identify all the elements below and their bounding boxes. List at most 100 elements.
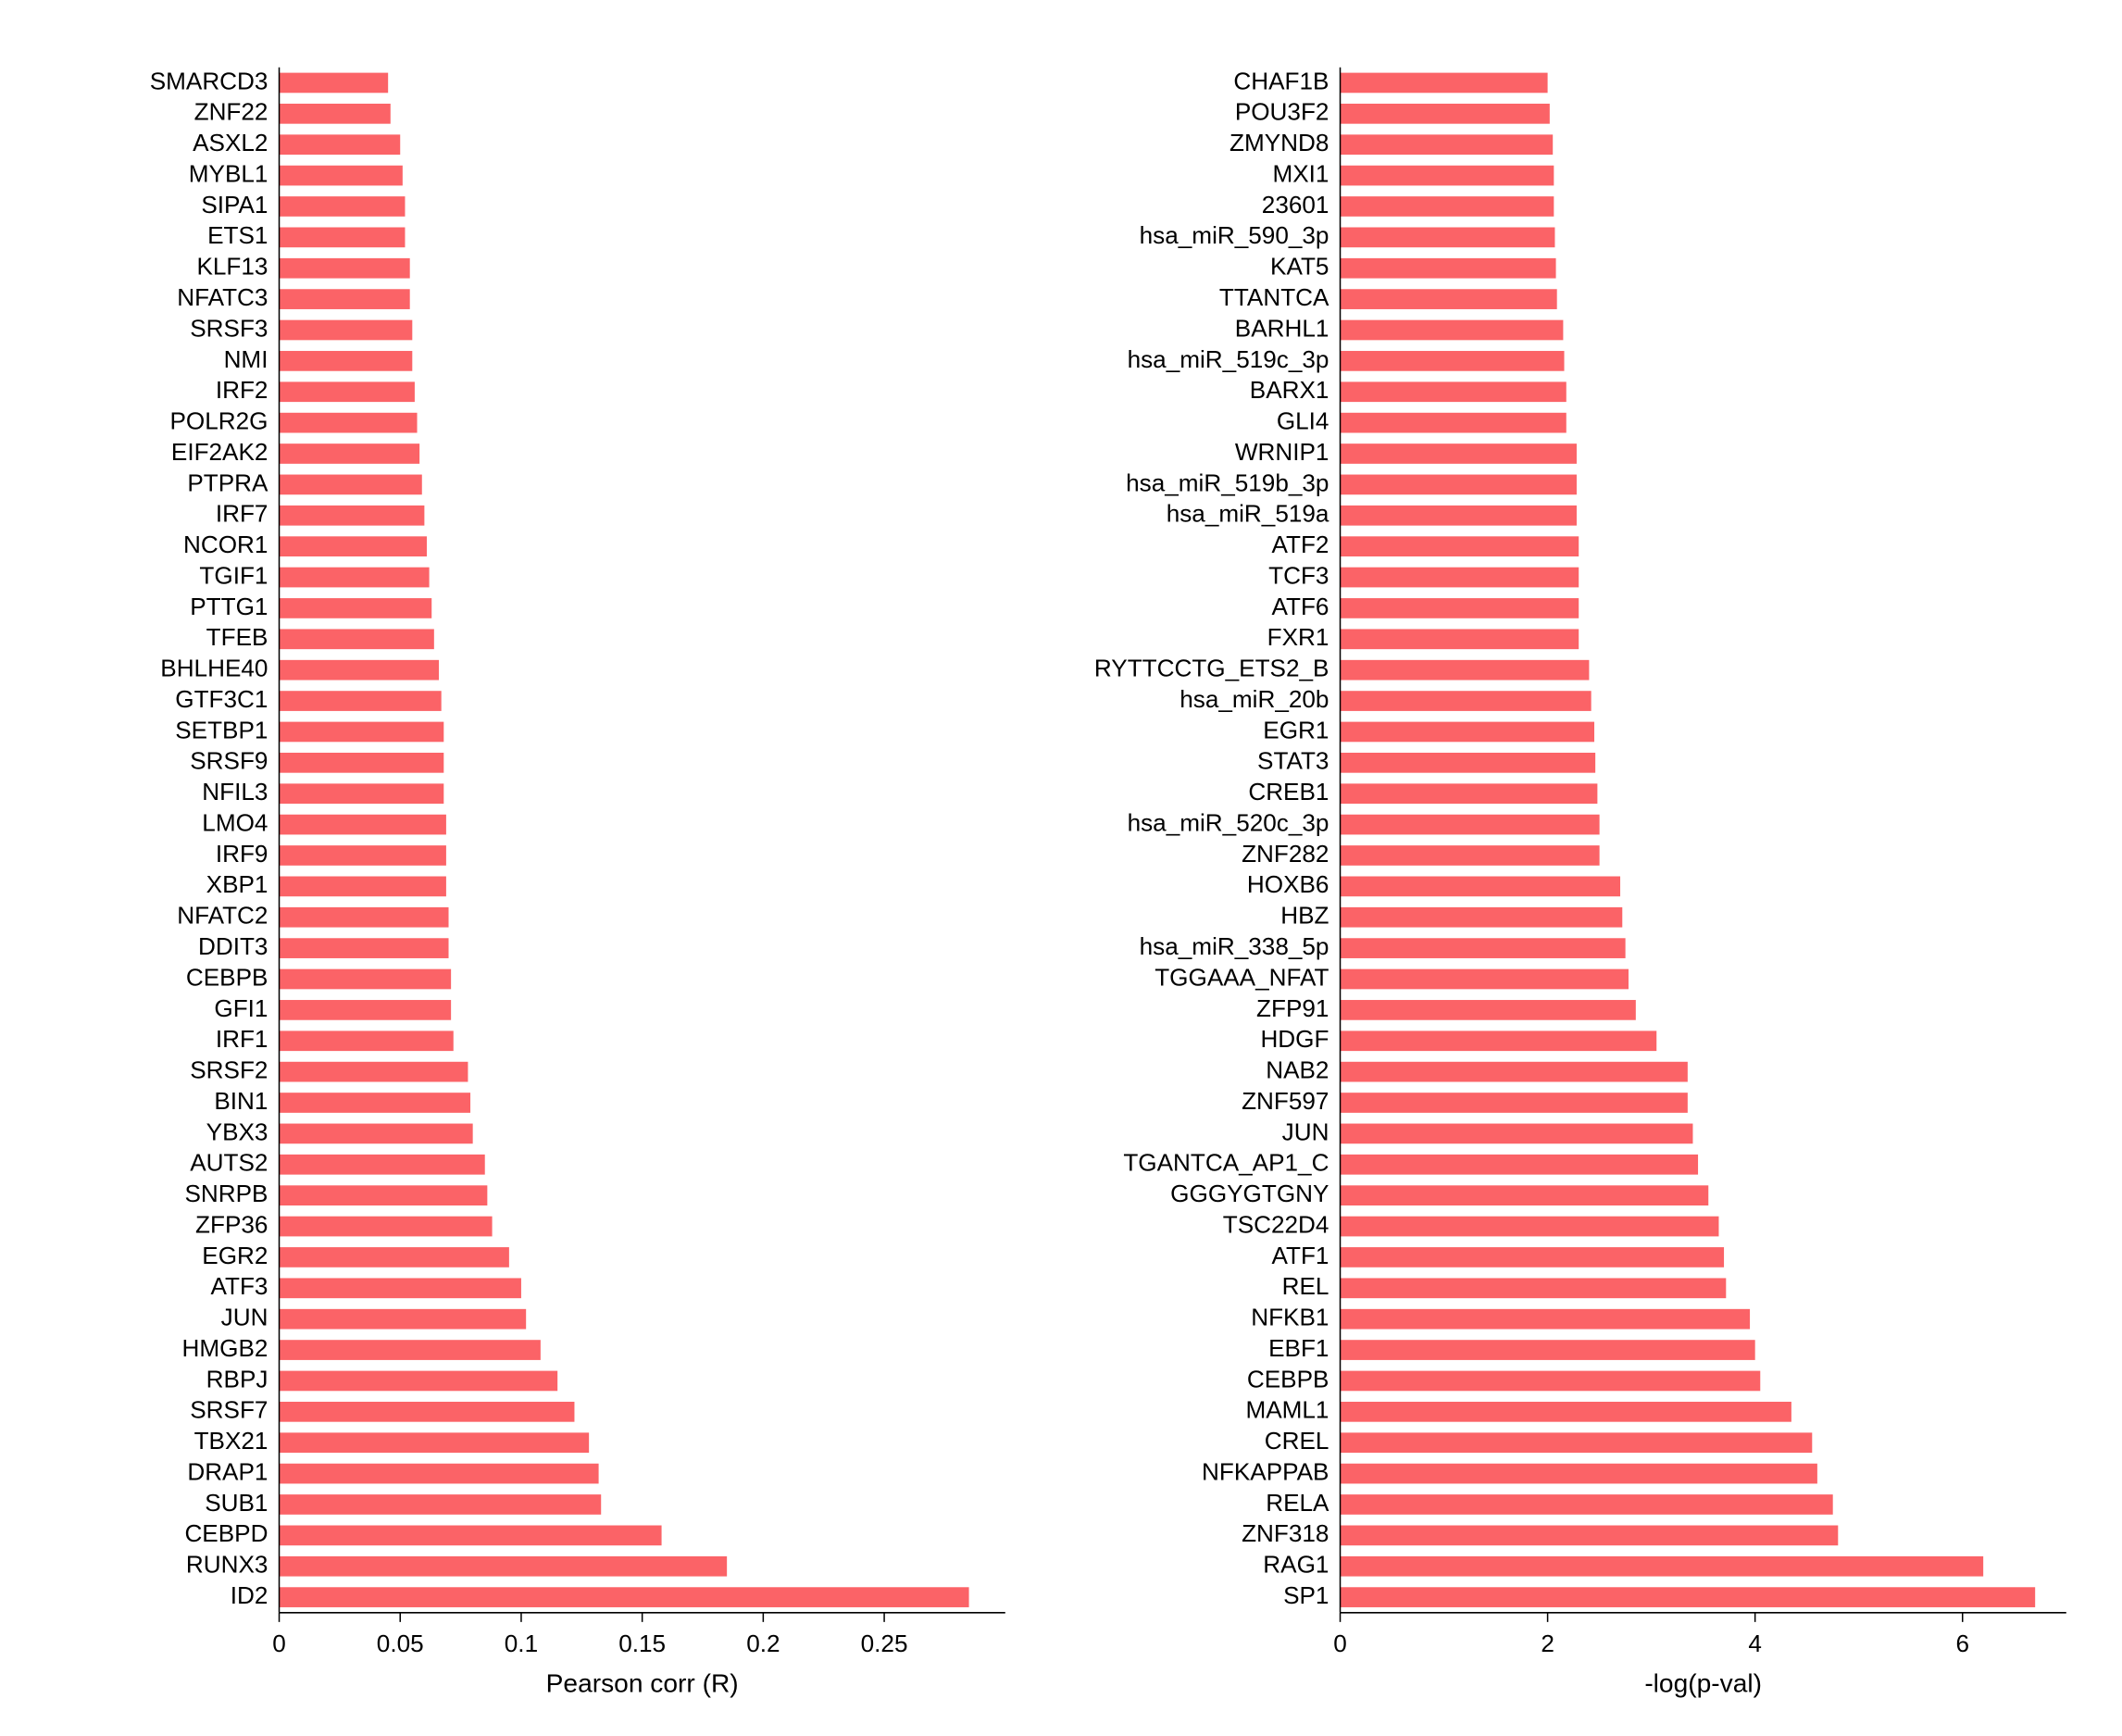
y-tick-label: hsa_miR_520c_3p bbox=[1128, 808, 1329, 836]
y-tick-label: NFATC3 bbox=[177, 283, 268, 311]
y-tick-label: IRF1 bbox=[216, 1025, 268, 1053]
y-tick-label: ZFP91 bbox=[1256, 994, 1329, 1022]
y-tick-label: BARX1 bbox=[1250, 376, 1329, 404]
y-tick-label: NFKB1 bbox=[1251, 1304, 1329, 1331]
bar bbox=[280, 969, 452, 990]
y-tick-label: KLF13 bbox=[196, 253, 268, 281]
bar bbox=[1341, 660, 1590, 681]
y-tick-label: SIPA1 bbox=[201, 191, 268, 219]
bar bbox=[1341, 877, 1620, 897]
x-tick-label: 4 bbox=[1748, 1630, 1762, 1657]
y-tick-label: KAT5 bbox=[1270, 253, 1329, 281]
y-tick-label: NCOR1 bbox=[183, 531, 268, 558]
bar bbox=[1341, 1556, 1984, 1577]
bar bbox=[280, 1587, 969, 1607]
bar bbox=[1341, 228, 1555, 248]
x-tick-label: 0.15 bbox=[618, 1630, 666, 1657]
y-tick-label: hsa_miR_590_3p bbox=[1140, 221, 1329, 249]
bar bbox=[1341, 1217, 1719, 1237]
y-tick-label: PTPRA bbox=[187, 468, 268, 496]
y-tick-label: DRAP1 bbox=[187, 1458, 268, 1486]
y-tick-label: BIN1 bbox=[214, 1087, 268, 1115]
y-tick-label: CEBPB bbox=[186, 963, 268, 991]
bar bbox=[1341, 815, 1600, 835]
y-tick-label: EBF1 bbox=[1268, 1334, 1329, 1362]
y-tick-label: ASXL2 bbox=[193, 129, 268, 156]
y-tick-label: PTTG1 bbox=[190, 593, 268, 620]
y-tick-label: hsa_miR_338_5p bbox=[1140, 932, 1329, 960]
bar bbox=[1341, 351, 1565, 371]
bar bbox=[280, 73, 389, 94]
x-tick-label: 6 bbox=[1955, 1630, 1969, 1657]
bar bbox=[1341, 783, 1598, 804]
y-tick-label: TGGAAA_NFAT bbox=[1155, 963, 1329, 991]
x-tick-label: 0.05 bbox=[377, 1630, 424, 1657]
bar bbox=[1341, 1464, 1817, 1484]
y-tick-label: RYTTCCTG_ETS2_B bbox=[1094, 655, 1329, 682]
x-tick-label: 0.25 bbox=[861, 1630, 908, 1657]
x-tick-label: 0.2 bbox=[746, 1630, 780, 1657]
y-tick-label: GFI1 bbox=[214, 994, 268, 1022]
y-tick-label: MYBL1 bbox=[189, 159, 268, 187]
bar bbox=[280, 1247, 509, 1268]
bar bbox=[1341, 475, 1577, 495]
y-tick-label: HMGB2 bbox=[182, 1334, 268, 1362]
bar bbox=[280, 815, 446, 835]
left-panel: SMARCD3ZNF22ASXL2MYBL1SIPA1ETS1KLF13NFAT… bbox=[19, 37, 1042, 1717]
y-tick-label: SETBP1 bbox=[175, 716, 268, 743]
bar bbox=[280, 1402, 575, 1422]
y-tick-label: IRF2 bbox=[216, 376, 268, 404]
bar bbox=[1341, 443, 1577, 464]
y-tick-label: XBP1 bbox=[206, 870, 268, 898]
y-tick-label: ZNF22 bbox=[194, 98, 268, 126]
y-tick-label: EGR1 bbox=[1263, 716, 1329, 743]
bar bbox=[280, 381, 415, 402]
pearson-chart: SMARCD3ZNF22ASXL2MYBL1SIPA1ETS1KLF13NFAT… bbox=[19, 37, 1042, 1717]
bar bbox=[1341, 1526, 1839, 1546]
y-tick-label: TTANTCA bbox=[1219, 283, 1329, 311]
y-tick-label: TGANTCA_AP1_C bbox=[1123, 1149, 1329, 1177]
y-tick-label: ZNF318 bbox=[1242, 1519, 1329, 1547]
bar bbox=[1341, 1062, 1688, 1082]
y-tick-label: TBX21 bbox=[194, 1427, 268, 1455]
bar bbox=[1341, 196, 1554, 217]
bar bbox=[280, 1432, 590, 1453]
bar bbox=[1341, 969, 1629, 990]
bar bbox=[280, 938, 449, 958]
bar bbox=[280, 1340, 541, 1360]
y-tick-label: CHAF1B bbox=[1233, 67, 1329, 94]
bar bbox=[280, 1000, 452, 1020]
y-tick-label: NMI bbox=[224, 345, 268, 373]
bar bbox=[280, 1464, 599, 1484]
y-tick-label: MXI1 bbox=[1272, 159, 1329, 187]
y-tick-label: RAG1 bbox=[1263, 1551, 1329, 1579]
right-panel: CHAF1BPOU3F2ZMYND8MXI123601hsa_miR_590_3… bbox=[1080, 37, 2103, 1717]
y-tick-label: POLR2G bbox=[169, 407, 268, 435]
bar bbox=[1341, 629, 1579, 649]
bar bbox=[1341, 320, 1564, 341]
bar bbox=[1341, 568, 1579, 588]
bar bbox=[280, 166, 403, 186]
y-tick-label: ETS1 bbox=[207, 221, 268, 249]
bar bbox=[1341, 753, 1596, 773]
y-tick-label: SRSF7 bbox=[190, 1396, 268, 1424]
y-tick-label: SRSF2 bbox=[190, 1056, 268, 1084]
y-tick-label: NFIL3 bbox=[202, 778, 268, 806]
bar bbox=[1341, 1278, 1727, 1298]
y-tick-label: LMO4 bbox=[202, 808, 268, 836]
y-tick-label: GLI4 bbox=[1277, 407, 1329, 435]
bar bbox=[1341, 1185, 1709, 1205]
y-tick-label: HDGF bbox=[1260, 1025, 1329, 1053]
bar bbox=[280, 598, 432, 618]
y-tick-label: 23601 bbox=[1262, 191, 1329, 219]
bar bbox=[280, 413, 418, 433]
y-tick-label: hsa_miR_519b_3p bbox=[1126, 468, 1329, 496]
y-tick-label: ATF1 bbox=[1272, 1242, 1329, 1269]
bar bbox=[1341, 1587, 2036, 1607]
bar bbox=[1341, 73, 1548, 94]
bar bbox=[280, 629, 434, 649]
bar bbox=[280, 289, 410, 309]
x-axis-title: -log(p-val) bbox=[1644, 1668, 1762, 1697]
y-tick-label: SRSF9 bbox=[190, 747, 268, 775]
bar bbox=[1341, 598, 1579, 618]
